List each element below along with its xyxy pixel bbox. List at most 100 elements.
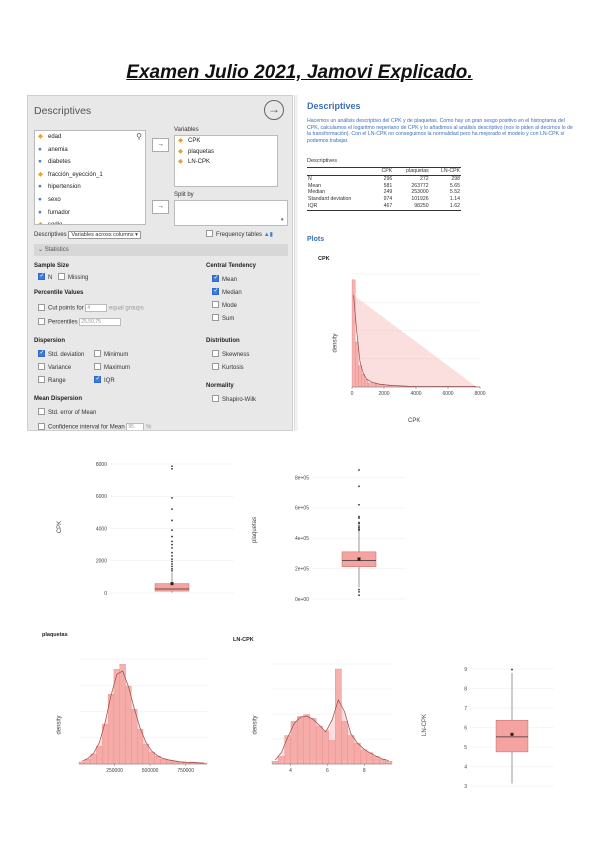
outlier-point — [171, 496, 173, 499]
continuous-variable-icon: ◆ — [38, 170, 43, 178]
ci-mean-input[interactable]: 95 — [126, 423, 145, 430]
selected-variable-item[interactable]: ◆ CPK — [175, 136, 277, 147]
cpk-histogram-ylabel: density — [332, 333, 339, 353]
plaquetas-histogram-title: plaquetas — [42, 632, 68, 638]
percentiles-input[interactable]: 25,50,75 — [79, 318, 122, 326]
mean-marker — [170, 582, 174, 586]
variable-list-item[interactable]: ◆ fracción_eyección_1 — [35, 169, 145, 182]
variable-list-item[interactable]: ● anemia — [35, 144, 145, 157]
std-deviation-checkbox[interactable] — [38, 349, 45, 357]
outlier-point — [171, 540, 173, 543]
variable-list-item[interactable]: ● diabetes — [35, 156, 145, 169]
std-deviation-option[interactable]: Std. deviation — [38, 349, 85, 359]
mean-checkbox[interactable] — [212, 274, 219, 282]
selected-variable-item[interactable]: ◆ plaquetas — [175, 147, 277, 158]
skewness-checkbox[interactable] — [212, 350, 219, 357]
std-error-checkbox[interactable] — [38, 408, 45, 415]
median-option[interactable]: Median — [212, 287, 242, 296]
selected-variable-item[interactable]: ◆ LN-CPK — [175, 157, 277, 168]
std-deviation-label: Std. deviation — [48, 352, 85, 359]
iqr-label: IQR — [104, 378, 115, 385]
normality-title: Normality — [206, 383, 234, 389]
outlier-point — [358, 515, 360, 518]
maximum-option[interactable]: Maximum — [94, 363, 130, 371]
kurtosis-checkbox[interactable] — [212, 363, 219, 370]
iqr-checkbox[interactable] — [94, 375, 101, 383]
variable-name: edad — [48, 134, 62, 140]
variable-list[interactable]: ⚲ ◆ edad ● anemia ● diabetes ◆ fracción_eyecció… — [34, 130, 146, 225]
sum-option[interactable]: Sum — [212, 314, 234, 322]
plaquetas-histogram: 250000 500000 750000 — [78, 658, 208, 774]
median-checkbox[interactable] — [212, 287, 219, 295]
missing-option[interactable]: Missing — [58, 273, 88, 281]
range-option[interactable]: Range — [38, 376, 66, 385]
cut-points-checkbox[interactable] — [38, 303, 45, 311]
analysis-options-panel: Descriptives → ⚲ ◆ edad ● anemia ● diabetes ◆ f… — [27, 95, 293, 431]
percentiles-option[interactable]: Percentiles 25,50,75 — [38, 317, 122, 326]
n-option[interactable]: N — [38, 272, 52, 281]
x-tick-label: 6 — [326, 768, 329, 774]
skewness-option[interactable]: Skewness — [212, 350, 249, 358]
shapiro-wilk-checkbox[interactable] — [212, 395, 219, 402]
statistics-section-header[interactable]: ⌄ Statistics — [34, 244, 288, 256]
variables-box[interactable]: ◆ CPK ◆ plaquetas ◆ LN-CPK — [174, 135, 278, 187]
variable-list-item[interactable]: ● sexo — [35, 194, 145, 207]
cut-points-input[interactable]: 4 — [85, 304, 108, 312]
maximum-checkbox[interactable] — [94, 363, 101, 370]
descriptives-layout-select[interactable]: Variables across columns ▾ — [68, 231, 141, 239]
chevron-down-icon: ⌄ — [38, 247, 44, 253]
histogram-bar — [78, 761, 85, 765]
go-to-results-button[interactable]: → — [264, 100, 284, 120]
move-to-split-by-button[interactable]: → — [152, 200, 169, 214]
split-by-box[interactable]: ● — [174, 200, 288, 226]
cut-points-option[interactable]: Cut points for 4 equal groups — [38, 303, 144, 312]
search-icon[interactable]: ⚲ — [136, 132, 142, 141]
continuous-variable-icon: ◆ — [178, 158, 183, 165]
panel-divider[interactable] — [294, 95, 298, 431]
y-tick-label: 6 — [464, 725, 467, 731]
mean-option[interactable]: Mean — [212, 274, 237, 283]
minimum-option[interactable]: Minimum — [94, 350, 128, 358]
minimum-checkbox[interactable] — [94, 350, 101, 357]
outlier-point — [171, 465, 173, 468]
missing-checkbox[interactable] — [58, 273, 65, 280]
variance-option[interactable]: Variance — [38, 363, 71, 371]
sum-checkbox[interactable] — [212, 314, 219, 321]
percentiles-label: Percentiles — [48, 319, 78, 326]
n-checkbox[interactable] — [38, 272, 45, 280]
ci-mean-checkbox[interactable] — [38, 422, 45, 430]
move-to-variables-button[interactable]: → — [152, 138, 169, 152]
variance-checkbox[interactable] — [38, 363, 45, 370]
arrow-right-icon: → — [157, 203, 164, 210]
density-curve — [274, 698, 389, 762]
iqr-option[interactable]: IQR — [94, 375, 115, 385]
variable-list-item[interactable]: ● hipertension — [35, 181, 145, 194]
x-tick-label: 8000 — [474, 391, 485, 397]
table-cell: 974 — [383, 196, 393, 203]
table-header-cell — [307, 168, 374, 176]
range-label: Range — [48, 378, 66, 385]
mode-option[interactable]: Mode — [212, 301, 237, 309]
outlier-point — [358, 526, 360, 529]
frequency-tables-option[interactable]: Frequency tables ▲▮ — [206, 230, 273, 238]
variable-list-item[interactable]: ◆ edad — [35, 131, 145, 144]
shapiro-wilk-option[interactable]: Shapiro-Wilk — [212, 395, 256, 403]
frequency-tables-checkbox[interactable] — [206, 230, 213, 237]
kurtosis-option[interactable]: Kurtosis — [212, 363, 244, 372]
range-checkbox[interactable] — [38, 376, 45, 383]
outlier-point — [358, 590, 360, 593]
variable-list-item[interactable]: ◆ sodio — [35, 219, 145, 224]
x-tick-label: 500000 — [142, 768, 159, 774]
table-header-cell: CPK — [381, 168, 393, 174]
variable-name: fracción_eyección_1 — [48, 171, 103, 178]
cut-points-suffix: equal groups — [109, 305, 144, 312]
outlier-point — [171, 558, 173, 561]
variable-list-item[interactable]: ● fumador — [35, 207, 145, 220]
mode-checkbox[interactable] — [212, 301, 219, 308]
plots-heading: Plots — [307, 236, 325, 243]
kurtosis-label: Kurtosis — [222, 365, 244, 372]
percentiles-checkbox[interactable] — [38, 317, 45, 325]
ci-mean-option[interactable]: Confidence interval for Mean 95 % — [38, 422, 151, 430]
table-header-cell: LN-CPK — [440, 168, 460, 174]
std-error-option[interactable]: Std. error of Mean — [38, 408, 96, 416]
